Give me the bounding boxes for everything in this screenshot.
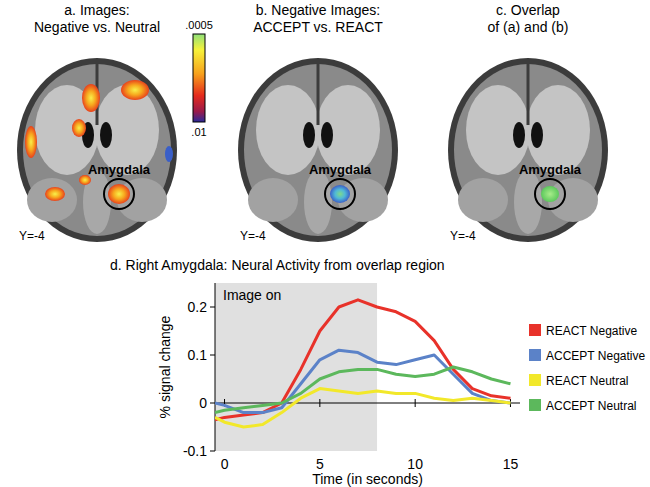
activation [330, 185, 350, 203]
series-lines [215, 300, 510, 427]
panel-title: b. Negative Images: [256, 2, 381, 18]
skull [238, 58, 398, 242]
activation [72, 119, 86, 137]
x-tick [415, 399, 416, 407]
midline [317, 64, 320, 125]
y-axis-label: % signal change [157, 315, 173, 418]
skull [448, 58, 608, 242]
legend-swatch [529, 324, 541, 336]
ventricle [100, 122, 112, 148]
roi-circle [535, 179, 565, 209]
legend-label: ACCEPT Negative [546, 349, 645, 363]
brain [454, 64, 602, 236]
line-chart: d. Right Amygdala: Neural Activity from … [110, 257, 645, 487]
y-tick-label: -0.1 [183, 443, 207, 459]
activation [25, 126, 37, 158]
activation [82, 84, 100, 112]
activation [121, 80, 149, 100]
panel-title: ACCEPT vs. REACT [253, 19, 383, 35]
y-axis [215, 283, 216, 451]
y-tick-label: 0.1 [188, 347, 208, 363]
shaded-label: Image on [223, 287, 281, 303]
ventricle [513, 122, 525, 148]
skull [17, 58, 177, 242]
x-tick-label: 10 [407, 456, 423, 472]
panel-title: Negative vs. Neutral [34, 19, 160, 35]
legend-swatch [529, 399, 541, 411]
activation [541, 186, 559, 202]
roi-circle [325, 179, 355, 209]
slice-label: Y=-4 [240, 229, 266, 243]
panel-title: of (a) and (b) [488, 19, 569, 35]
y-tick-label: 0.2 [188, 299, 208, 315]
panel-title: a. Images: [64, 2, 129, 18]
legend-swatch [529, 349, 541, 361]
figure: a. Images:Negative vs. Neutral Amygdala Y=… [0, 0, 650, 487]
activation [108, 184, 130, 204]
x-tick-label: 15 [503, 456, 519, 472]
y-tick [210, 355, 215, 356]
region-label: Amygdala [88, 162, 151, 177]
y-tick-label: 0 [199, 395, 207, 411]
legend: REACT Negative ACCEPT Negative REACT Neutr… [529, 324, 645, 413]
ventricle [531, 122, 543, 148]
temporal-lobe [248, 178, 298, 222]
series-line [215, 367, 510, 413]
y-tick [210, 403, 215, 404]
series-line [215, 300, 510, 420]
activation [45, 187, 65, 201]
panel-title: c. Overlap [496, 2, 560, 18]
brain-panel: c. Overlapof (a) and (b) Amygdala Y=-4 [448, 2, 608, 243]
x-tick-label: 5 [316, 456, 324, 472]
x-axis [215, 403, 520, 404]
slice-label: Y=-4 [19, 229, 45, 243]
region-label: Amygdala [519, 162, 582, 177]
x-tick-label: 0 [221, 456, 229, 472]
x-axis-label: Time (in seconds) [312, 471, 423, 487]
roi-circle [104, 179, 134, 209]
colorbar-tick-label: .0005 [185, 19, 213, 31]
legend-label: REACT Negative [546, 324, 637, 338]
ventricle [303, 122, 315, 148]
brain-panel: b. Negative Images:ACCEPT vs. REACT Amygd… [238, 2, 398, 243]
chart-title: d. Right Amygdala: Neural Activity from … [110, 257, 445, 273]
midline [527, 64, 530, 125]
temporal-lobe [27, 178, 77, 222]
legend-swatch [529, 374, 541, 386]
colorbar-tick-label: .01 [191, 126, 206, 138]
y-tick [210, 307, 215, 308]
colorbar-bar [193, 34, 205, 122]
series-line [215, 389, 510, 427]
legend-label: ACCEPT Neutral [546, 399, 636, 413]
legend-label: REACT Neutral [546, 374, 628, 388]
brain [244, 64, 392, 236]
brain [23, 64, 171, 236]
slice-label: Y=-4 [450, 229, 476, 243]
brain-panel: a. Images:Negative vs. Neutral Amygdala Y=… [17, 2, 177, 243]
x-tick [319, 399, 320, 407]
region-label: Amygdala [309, 162, 372, 177]
y-tick [210, 451, 215, 452]
colorbar: .0005 .01 [185, 19, 213, 138]
activation [165, 146, 173, 162]
ventricle [321, 122, 333, 148]
temporal-lobe [458, 178, 508, 222]
series-line [215, 350, 510, 412]
